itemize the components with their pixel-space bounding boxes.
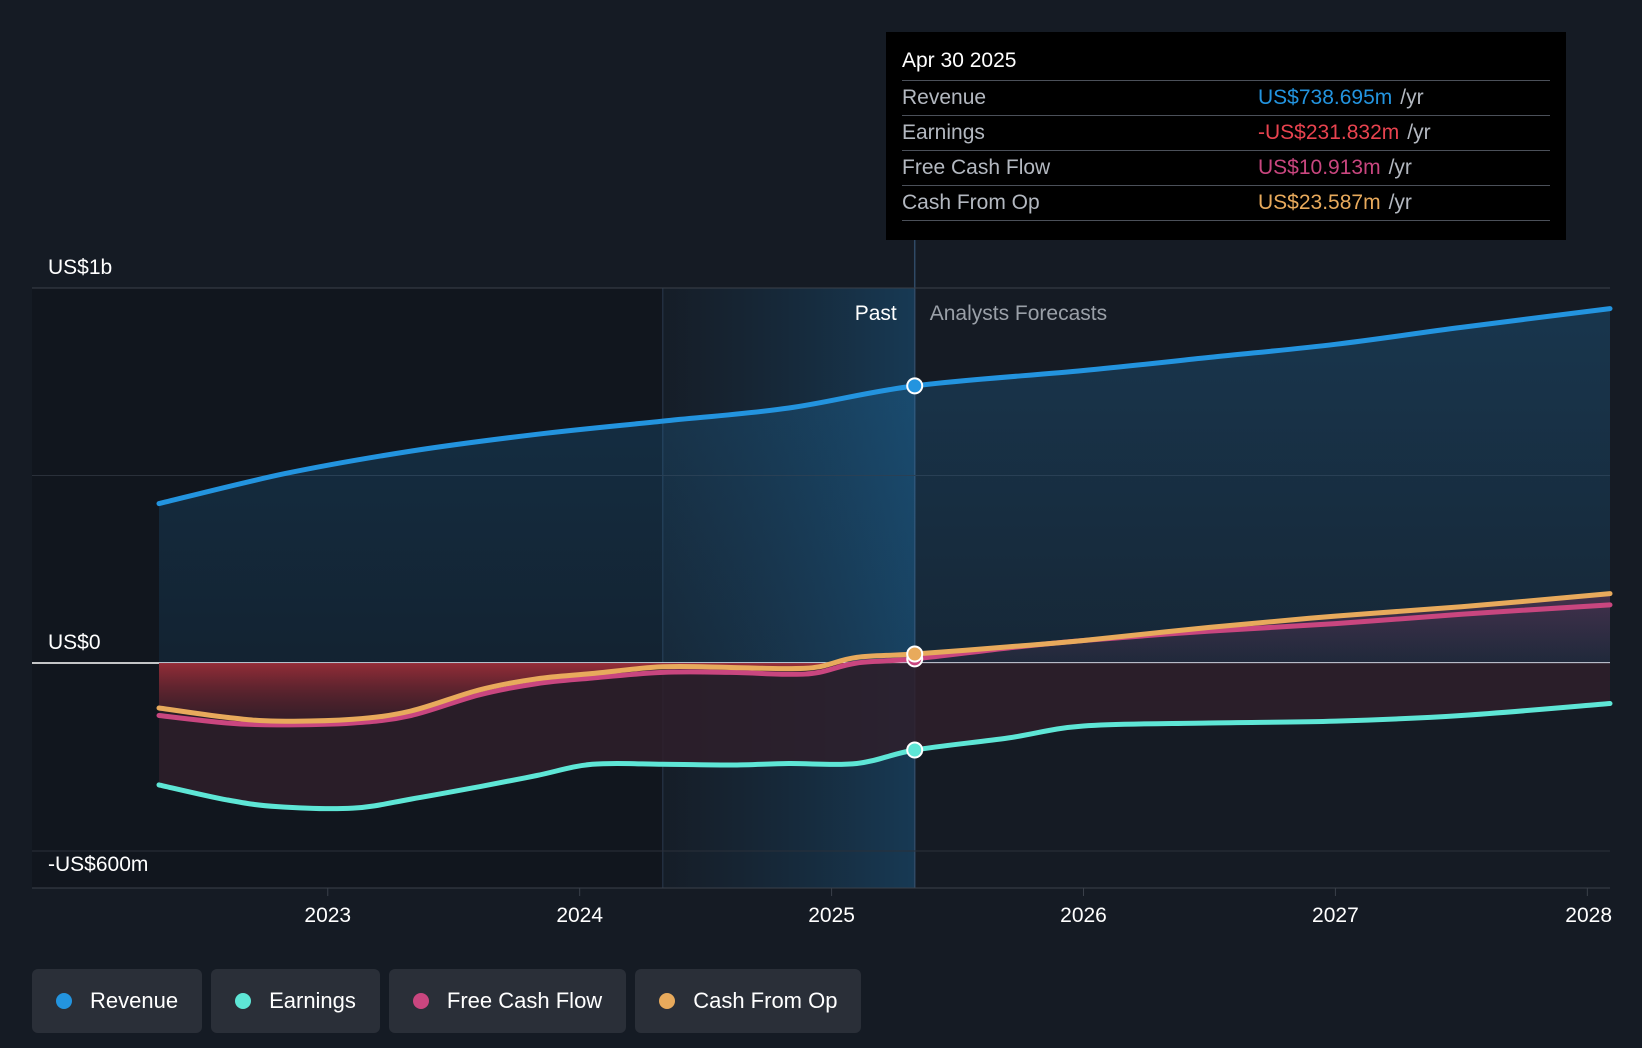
tooltip-unit: /yr xyxy=(1400,86,1424,109)
series-line-cash-from-op xyxy=(156,591,1613,724)
tooltip-row-free-cash-flow: Free Cash Flow US$10.913m /yr xyxy=(902,151,1550,186)
tooltip-panel: Apr 30 2025 Revenue US$738.695m /yr Earn… xyxy=(886,32,1566,240)
legend-label: Earnings xyxy=(269,988,356,1013)
legend-dot-icon xyxy=(412,993,429,1009)
legend-label: Free Cash Flow xyxy=(446,988,603,1013)
legend-item-free-cash-flow[interactable]: Free Cash Flow xyxy=(388,969,627,1033)
y-tick-label: US$0 xyxy=(48,631,101,654)
tooltip-row-cash-from-op: Cash From Op US$23.587m /yr xyxy=(902,186,1550,221)
marker-cash-from-op xyxy=(906,645,924,663)
marker-revenue xyxy=(906,377,924,395)
tooltip-row-revenue: Revenue US$738.695m /yr xyxy=(902,81,1550,116)
legend-label: Cash From Op xyxy=(693,988,838,1013)
cash-flow-negative-area xyxy=(158,662,1610,722)
revenue-area xyxy=(158,308,1610,663)
earnings-area xyxy=(158,663,1610,809)
tooltip-label: Earnings xyxy=(902,121,985,144)
tooltip-label: Revenue xyxy=(902,86,987,109)
tooltip-date: Apr 30 2025 xyxy=(902,46,1550,81)
forecast-label: Analysts Forecasts xyxy=(930,302,1107,325)
legend-dot-icon xyxy=(56,993,72,1009)
tooltip-label: Free Cash Flow xyxy=(902,156,1051,179)
tooltip-unit: /yr xyxy=(1388,191,1412,214)
legend-item-earnings[interactable]: Earnings xyxy=(211,969,380,1033)
chart-legend: Revenue Earnings Free Cash Flow Cash Fro… xyxy=(32,969,862,1033)
tooltip-label: Cash From Op xyxy=(902,191,1040,214)
y-tick-label: US$1b xyxy=(48,256,112,279)
legend-label: Revenue xyxy=(90,988,179,1013)
cash-flow-positive-area xyxy=(158,593,1610,664)
series-line-earnings xyxy=(156,701,1613,812)
series-line-revenue xyxy=(156,306,1613,507)
y-tick-label: -US$600m xyxy=(48,853,148,876)
tooltip-value: -US$231.832m xyxy=(1258,121,1400,144)
tooltip-row-earnings: Earnings -US$231.832m /yr xyxy=(902,116,1550,151)
x-tick-label: 2025 xyxy=(808,904,855,927)
tooltip-unit: /yr xyxy=(1388,156,1412,179)
x-tick-label: 2027 xyxy=(1312,904,1359,927)
x-tick-label: 2028 xyxy=(1565,904,1612,927)
past-label: Past xyxy=(855,302,897,325)
legend-item-cash-from-op[interactable]: Cash From Op xyxy=(635,969,862,1033)
legend-dot-icon xyxy=(235,993,252,1009)
tooltip-unit: /yr xyxy=(1407,121,1431,144)
tooltip-value: US$10.913m xyxy=(1258,156,1381,179)
x-tick-label: 2023 xyxy=(304,904,351,927)
x-tick-label: 2024 xyxy=(556,904,603,927)
legend-dot-icon xyxy=(659,993,676,1009)
tooltip-value: US$23.587m xyxy=(1258,191,1381,214)
tooltip-value: US$738.695m xyxy=(1258,86,1393,109)
x-tick-label: 2026 xyxy=(1060,904,1107,927)
legend-item-revenue[interactable]: Revenue xyxy=(32,969,203,1033)
marker-earnings xyxy=(906,741,924,759)
series-line-free-cash-flow xyxy=(156,602,1613,728)
